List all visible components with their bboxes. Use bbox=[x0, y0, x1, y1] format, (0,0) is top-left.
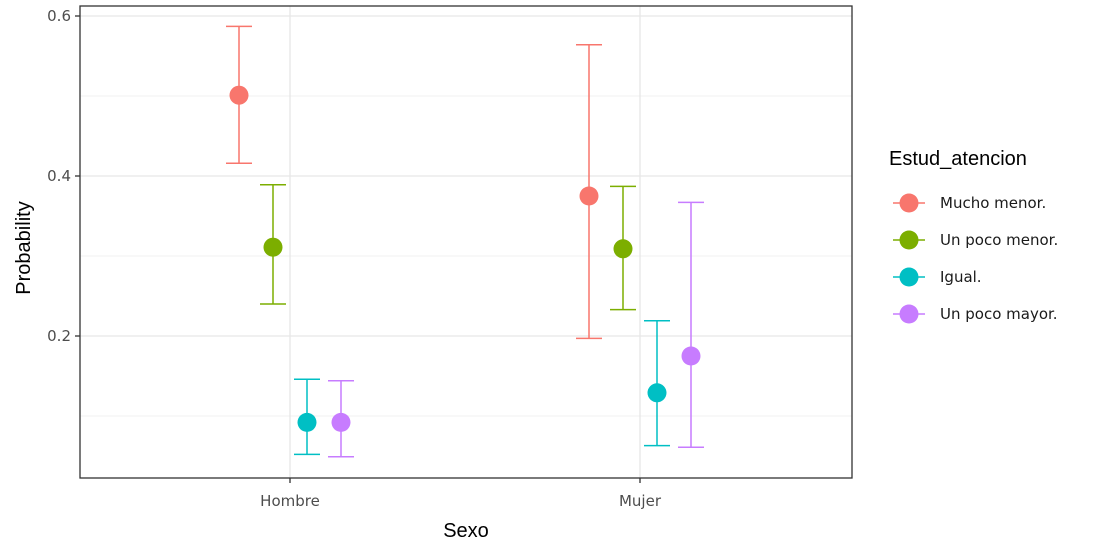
data-point bbox=[681, 346, 701, 366]
y-tick-label: 0.4 bbox=[47, 167, 71, 185]
legend-title: Estud_atencion bbox=[889, 148, 1027, 170]
x-tick-label: Mujer bbox=[619, 492, 662, 510]
panel-border bbox=[79, 5, 853, 479]
legend-label: Igual. bbox=[940, 268, 982, 286]
data-point bbox=[263, 237, 283, 257]
legend-label: Un poco mayor. bbox=[940, 305, 1058, 323]
y-tick-label: 0.2 bbox=[47, 327, 71, 345]
y-tick-label: 0.6 bbox=[47, 7, 71, 25]
x-axis-title: Sexo bbox=[443, 520, 489, 542]
y-axis-title: Probability bbox=[13, 201, 35, 294]
legend-key-point bbox=[899, 304, 919, 324]
legend-label: Mucho menor. bbox=[940, 194, 1046, 212]
data-point bbox=[229, 85, 249, 105]
legend-label: Un poco menor. bbox=[940, 231, 1058, 249]
data-point bbox=[579, 186, 599, 206]
data-point bbox=[647, 383, 667, 403]
legend-key-point bbox=[899, 230, 919, 250]
legend-key-point bbox=[899, 267, 919, 287]
data-point bbox=[297, 412, 317, 432]
data-point bbox=[331, 412, 351, 432]
data-marks bbox=[226, 25, 704, 458]
x-tick-label: Hombre bbox=[260, 492, 320, 510]
plot-panel bbox=[80, 6, 852, 478]
data-point bbox=[613, 239, 633, 259]
axes: 0.2 0.4 0.6 Hombre Mujer bbox=[47, 5, 853, 510]
legend: Estud_atencion Mucho menor. Un poco menor… bbox=[889, 148, 1058, 324]
legend-key-point bbox=[899, 193, 919, 213]
